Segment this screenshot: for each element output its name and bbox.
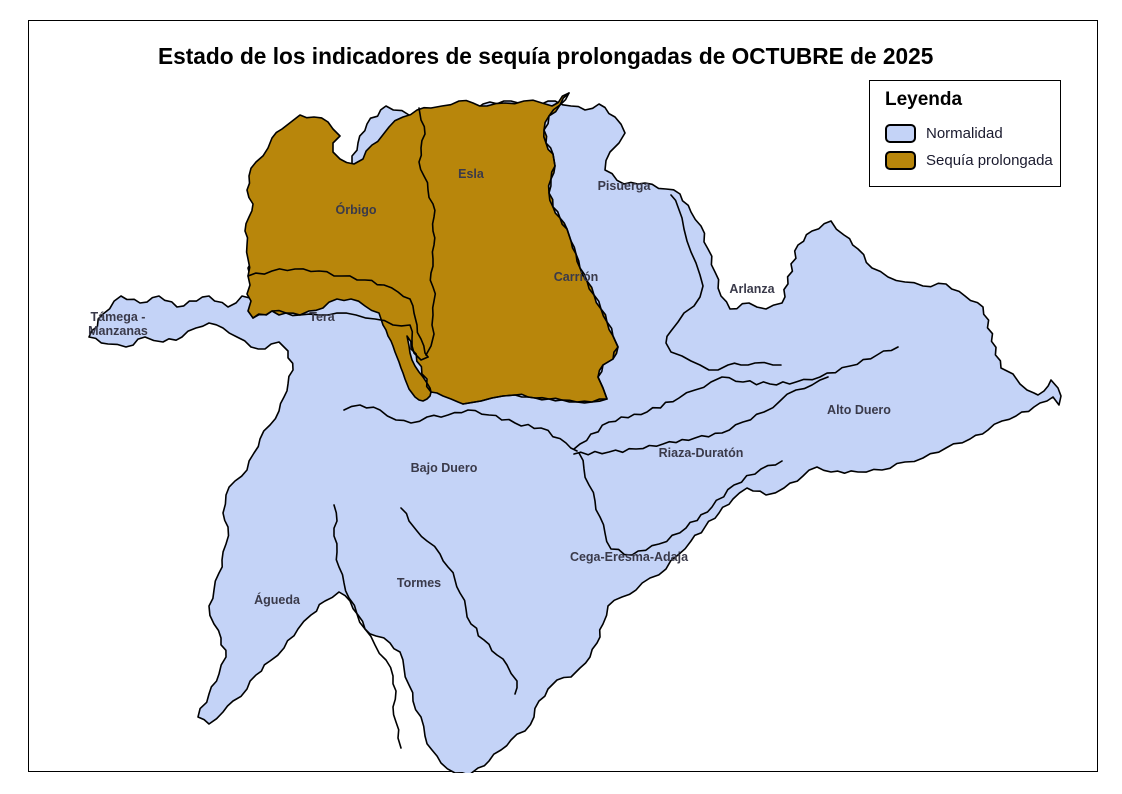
svg-text:Támega -: Támega - bbox=[91, 310, 146, 324]
svg-text:Tera: Tera bbox=[309, 310, 336, 324]
svg-text:Esla: Esla bbox=[458, 167, 485, 181]
svg-text:Bajo Duero: Bajo Duero bbox=[411, 461, 478, 475]
svg-text:Órbigo: Órbigo bbox=[336, 202, 377, 217]
svg-text:Tormes: Tormes bbox=[397, 576, 441, 590]
svg-text:Riaza-Duratón: Riaza-Duratón bbox=[659, 446, 744, 460]
svg-text:Alto Duero: Alto Duero bbox=[827, 403, 891, 417]
svg-text:Carrión: Carrión bbox=[554, 270, 598, 284]
svg-text:Arlanza: Arlanza bbox=[729, 282, 775, 296]
svg-text:Águeda: Águeda bbox=[254, 592, 301, 607]
svg-text:Manzanas: Manzanas bbox=[88, 324, 148, 338]
svg-text:Pisuerga: Pisuerga bbox=[598, 179, 652, 193]
svg-text:Cega-Eresma-Adaja: Cega-Eresma-Adaja bbox=[570, 550, 689, 564]
